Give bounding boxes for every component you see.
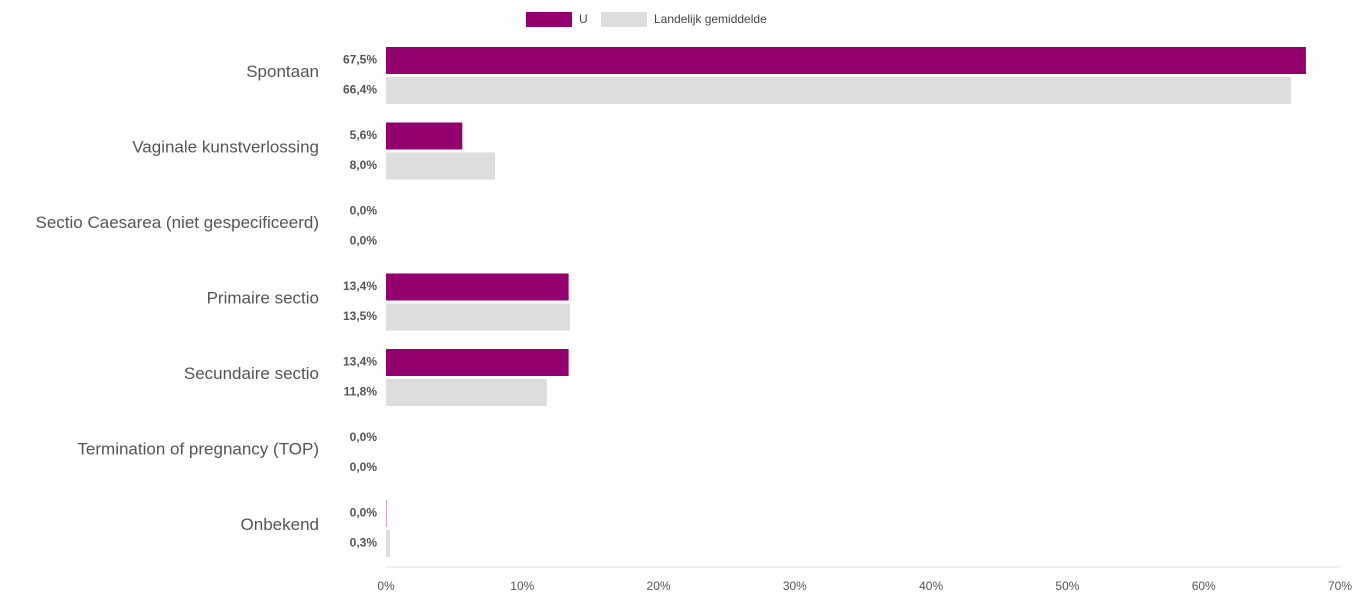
bars-layer — [386, 47, 1306, 557]
legend-label[interactable]: U — [579, 12, 588, 26]
x-tick-label: 0% — [377, 579, 395, 593]
value-label: 66,4% — [343, 83, 377, 97]
category-label: Termination of pregnancy (TOP) — [77, 439, 319, 458]
chart-legend: U Landelijk gemiddelde — [526, 12, 767, 27]
bar-landelijk[interactable] — [386, 303, 570, 331]
legend-label[interactable]: Landelijk gemiddelde — [654, 12, 767, 26]
category-label: Vaginale kunstverlossing — [132, 137, 319, 156]
x-tick-label: 10% — [510, 579, 534, 593]
bar-landelijk[interactable] — [386, 379, 547, 406]
value-label: 0,0% — [350, 430, 378, 444]
value-label: 0,0% — [350, 204, 378, 218]
value-label: 0,0% — [350, 234, 378, 248]
legend-swatch[interactable] — [526, 12, 572, 27]
category-labels: Spontaan Vaginale kunstverlossing Sectio C… — [36, 62, 319, 534]
x-axis-ticks: 0% 10% 20% 30% 40% 50% 60% 70% — [377, 579, 1352, 593]
value-label: 11,8% — [344, 385, 378, 399]
bar-u[interactable] — [386, 349, 569, 376]
value-label: 8,0% — [350, 158, 378, 172]
value-labels: 67,5% 66,4% 5,6% 8,0% 0,0% 0,0% 13,4% 13,5% 13,4… — [343, 53, 377, 550]
category-label: Secundaire sectio — [184, 364, 319, 383]
category-label: Spontaan — [246, 62, 319, 81]
value-label: 13,4% — [343, 279, 377, 293]
x-tick-label: 40% — [919, 579, 943, 593]
bar-landelijk[interactable] — [386, 152, 496, 180]
value-label: 13,5% — [343, 309, 377, 323]
value-label: 67,5% — [343, 53, 377, 67]
x-tick-label: 50% — [1055, 579, 1079, 593]
value-label: 0,3% — [350, 536, 378, 550]
value-label: 5,6% — [350, 128, 378, 142]
legend-swatch[interactable] — [601, 12, 647, 27]
bar-u[interactable] — [386, 122, 463, 150]
bar-u[interactable] — [386, 47, 1306, 74]
x-tick-label: 20% — [647, 579, 671, 593]
value-label: 0,0% — [350, 460, 378, 474]
bar-landelijk[interactable] — [386, 77, 1291, 104]
x-tick-label: 60% — [1192, 579, 1216, 593]
category-label: Primaire sectio — [207, 288, 319, 307]
bar-landelijk[interactable] — [386, 530, 391, 557]
value-label: 0,0% — [350, 506, 378, 520]
bar-u[interactable] — [386, 500, 387, 527]
value-label: 13,4% — [343, 355, 377, 369]
category-label: Sectio Caesarea (niet gespecificeerd) — [36, 213, 319, 232]
x-tick-label: 30% — [783, 579, 807, 593]
x-tick-label: 70% — [1328, 579, 1352, 593]
bar-u[interactable] — [386, 273, 569, 301]
category-label: Onbekend — [241, 515, 319, 534]
